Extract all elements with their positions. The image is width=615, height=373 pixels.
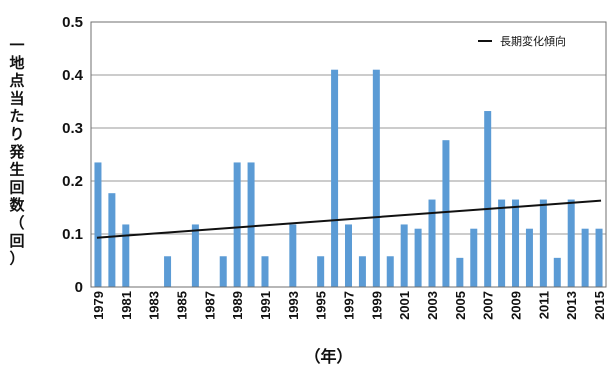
- legend: 長期変化傾向: [478, 34, 566, 48]
- bar-2009: [512, 199, 520, 287]
- x-tick-label: 2003: [425, 291, 440, 320]
- bar-1993: [289, 224, 297, 287]
- bar-1997: [345, 224, 352, 287]
- y-axis-label: 一地点当たり発生回数（回）: [8, 36, 25, 268]
- bar-2011: [539, 199, 547, 287]
- x-tick-label: 1991: [258, 291, 273, 320]
- x-tick-label: 1979: [91, 291, 106, 320]
- bar-1988: [219, 256, 227, 287]
- bar-1986: [191, 224, 199, 287]
- y-tick-labels: 0 0.1 0.2 0.3 0.4 0.5: [62, 14, 84, 296]
- legend-label: 長期変化傾向: [500, 34, 566, 48]
- plot-frame: [90, 21, 607, 288]
- x-tick-label: 1987: [202, 291, 217, 320]
- trend-line-group: [96, 199, 602, 239]
- x-tick-label: 1989: [230, 291, 245, 320]
- bar-2000: [386, 256, 394, 287]
- bar-2007: [484, 111, 492, 287]
- y-tick-label: 0: [75, 279, 83, 296]
- y-tick-label: 0.1: [62, 226, 83, 243]
- bar-1989: [233, 162, 241, 287]
- bar-2010: [525, 228, 533, 287]
- x-tick-label: 1983: [147, 291, 162, 320]
- bar-1991: [261, 256, 269, 287]
- bar-1981: [122, 224, 130, 287]
- x-tick-label: 1997: [342, 291, 357, 320]
- trend-line: [96, 199, 602, 239]
- bar-1979: [94, 162, 102, 287]
- bar-2004: [442, 140, 450, 287]
- bar-1995: [317, 256, 325, 287]
- bars: [94, 69, 603, 287]
- x-tick-label: 1993: [286, 291, 301, 320]
- x-tick-label: 1985: [174, 291, 189, 320]
- bar-1996: [331, 69, 339, 287]
- bar-1999: [372, 69, 380, 287]
- x-tick-label: 1995: [314, 291, 329, 320]
- bar-2002: [414, 228, 422, 287]
- bar-2013: [567, 199, 575, 287]
- x-tick-labels: 1979 1981 1983 1985 1987 1989 1991 1993 1995 1997…: [91, 291, 607, 320]
- x-tick-label: 2001: [397, 291, 412, 320]
- y-tick-label: 0.3: [62, 120, 83, 137]
- bar-2006: [470, 228, 478, 287]
- x-tick-label: 2009: [509, 291, 524, 320]
- x-axis-label: （年）: [304, 347, 352, 366]
- x-tick-label: 1981: [119, 291, 134, 320]
- x-tick-label: 2011: [536, 291, 551, 319]
- y-tick-label: 0.2: [62, 173, 83, 190]
- plot-border: [90, 21, 607, 288]
- bar-1980: [108, 193, 116, 287]
- bar-2014: [581, 228, 589, 287]
- bar-2012: [553, 257, 561, 287]
- x-tick-label: 2005: [453, 291, 468, 320]
- bar-1984: [164, 256, 172, 287]
- x-tick-label: 2013: [564, 291, 579, 320]
- bar-2001: [400, 224, 408, 287]
- bar-1990: [247, 162, 255, 287]
- y-tick-label: 0.4: [62, 67, 84, 84]
- x-tick-label: 1999: [369, 291, 384, 320]
- bar-2003: [428, 199, 436, 287]
- bar-1998: [358, 256, 366, 287]
- x-tick-label: 2015: [592, 291, 607, 320]
- bar-2008: [498, 199, 506, 287]
- bar-2015: [595, 228, 603, 287]
- y-tick-label: 0.5: [62, 14, 83, 31]
- bar-2005: [456, 257, 464, 287]
- x-tick-label: 2007: [481, 291, 496, 320]
